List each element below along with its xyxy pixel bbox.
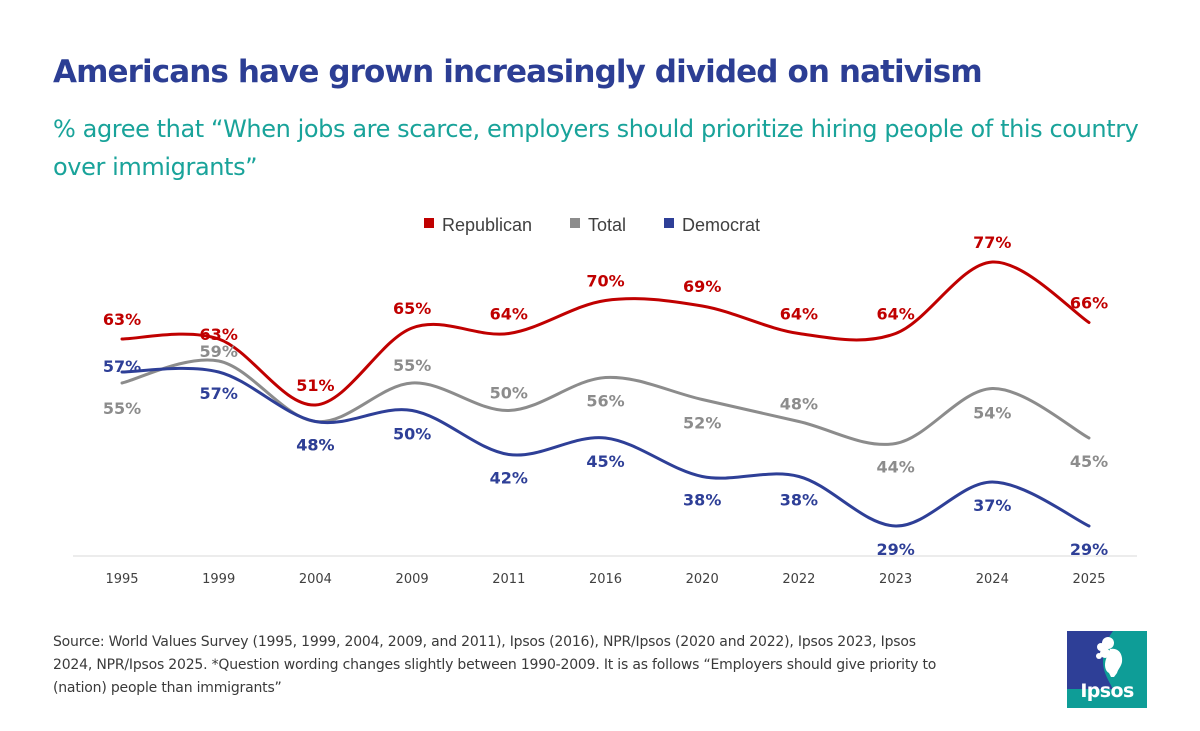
data-label-democrat: 48%	[296, 436, 334, 455]
data-label-democrat: 45%	[586, 452, 624, 471]
data-label-republican: 63%	[103, 310, 141, 329]
x-tick-label: 2022	[782, 572, 815, 587]
x-tick-label: 2020	[686, 572, 719, 587]
data-label-republican: 51%	[296, 376, 334, 395]
x-tick-label: 2009	[396, 572, 429, 587]
data-label-total: 59%	[200, 342, 238, 361]
data-label-republican: 64%	[490, 305, 528, 324]
legend-swatch-total	[570, 218, 580, 228]
logo-text: Ipsos	[1080, 680, 1134, 702]
data-label-republican: 64%	[780, 305, 818, 324]
chart-title: Americans have grown increasingly divide…	[53, 54, 983, 90]
data-label-republican: 69%	[683, 277, 721, 296]
data-label-democrat: 29%	[1070, 540, 1108, 559]
legend-swatch-democrat	[664, 218, 674, 228]
legend-label-democrat: Democrat	[682, 215, 760, 235]
legend-swatch-republican	[424, 218, 434, 228]
series-line-total	[120, 358, 1091, 446]
data-label-democrat: 38%	[780, 491, 818, 510]
data-label-democrat: 57%	[103, 357, 141, 376]
x-tick-label: 2011	[492, 572, 525, 587]
data-label-democrat: 42%	[490, 469, 528, 488]
x-tick-label: 2016	[589, 572, 622, 587]
data-label-democrat: 50%	[393, 425, 431, 444]
data-label-democrat: 29%	[876, 540, 914, 559]
data-label-total: 45%	[1070, 452, 1108, 471]
data-label-republican: 63%	[200, 325, 238, 344]
x-tick-label: 2024	[976, 572, 1009, 587]
data-label-republican: 65%	[393, 299, 431, 318]
data-label-republican: 70%	[586, 272, 624, 291]
data-label-republican: 66%	[1070, 294, 1108, 313]
data-label-total: 55%	[393, 356, 431, 375]
data-label-total: 56%	[586, 392, 624, 411]
x-tick-label: 2023	[879, 572, 912, 587]
series-line-republican	[120, 260, 1091, 407]
source-note: Source: World Values Survey (1995, 1999,…	[53, 634, 937, 696]
data-label-republican: 64%	[876, 305, 914, 324]
x-tick-label: 1995	[105, 572, 138, 587]
data-label-total: 55%	[103, 399, 141, 418]
data-label-total: 54%	[973, 404, 1011, 423]
data-label-total: 48%	[296, 436, 334, 455]
data-label-republican: 77%	[973, 233, 1011, 252]
data-label-total: 50%	[490, 384, 528, 403]
legend-label-republican: Republican	[442, 215, 532, 235]
ipsos-logo: Ipsos	[1067, 631, 1147, 708]
data-label-total: 48%	[780, 395, 818, 414]
data-label-democrat: 57%	[200, 384, 238, 403]
ipsos-head-icon	[1067, 631, 1123, 689]
series-line-democrat	[120, 366, 1091, 528]
x-tick-label: 1999	[202, 572, 235, 587]
data-label-total: 44%	[876, 458, 914, 477]
chart-subtitle: % agree that “When jobs are scarce, empl…	[53, 115, 1139, 181]
legend-label-total: Total	[588, 215, 626, 235]
data-label-democrat: 38%	[683, 491, 721, 510]
data-label-total: 52%	[683, 414, 721, 433]
x-tick-label: 2025	[1072, 572, 1105, 587]
data-label-democrat: 37%	[973, 496, 1011, 515]
x-tick-label: 2004	[299, 572, 332, 587]
